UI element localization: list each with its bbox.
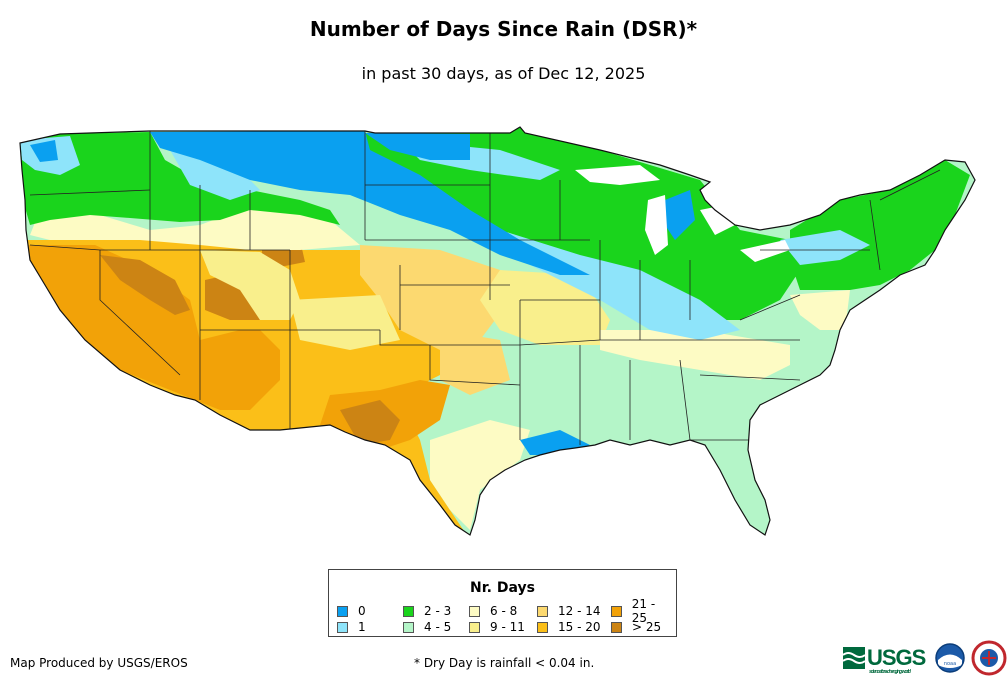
legend-swatch-6-8 [469, 605, 480, 617]
legend-item-21-25: 21 - 25 [611, 597, 673, 625]
noaa-logo: noaa [935, 643, 966, 673]
legend-item-2-3: 2 - 3 [403, 603, 451, 619]
region-6-8-days-southeast [600, 330, 790, 380]
region-1-day-montana [170, 150, 260, 200]
legend-label-9-11: 9 - 11 [490, 620, 525, 634]
legend-item-9-11: 9 - 11 [469, 619, 525, 635]
legend-swatch-over-25 [611, 621, 622, 633]
nws-logo [971, 640, 1007, 676]
legend-box: Nr. Days 0 1 2 - 3 4 - 5 [328, 569, 677, 637]
legend-item-1: 1 [337, 619, 366, 635]
legend-item-12-14: 12 - 14 [537, 603, 601, 619]
legend-swatch-4-5 [403, 621, 414, 633]
usgs-logo: USGS science for a changing world [843, 645, 926, 675]
region-12-14-days-plains [360, 245, 510, 350]
legend-swatch-21-25 [611, 605, 622, 617]
legend-swatch-12-14 [537, 605, 548, 617]
lake-michigan [645, 195, 668, 255]
region-9-11-days-colorado [200, 250, 300, 320]
legend-label-12-14: 12 - 14 [558, 604, 601, 618]
lake-superior [575, 165, 660, 185]
legend-label-0: 0 [358, 604, 366, 618]
region-1-day-corridor [500, 230, 740, 340]
agency-logos: USGS science for a changing world noaa [843, 640, 1007, 676]
region-0-days-pacific-nw [30, 140, 58, 162]
legend-label-6-8: 6 - 8 [490, 604, 518, 618]
region-0-days-north-dakota [365, 133, 470, 160]
legend-label-over-25: > 25 [632, 620, 662, 634]
legend-item-6-8: 6 - 8 [469, 603, 525, 619]
lake-erie [740, 240, 790, 262]
legend-label-15-20: 15 - 20 [558, 620, 601, 634]
dry-day-footnote: * Dry Day is rainfall < 0.04 in. [414, 656, 595, 670]
region-0-days-lake-michigan-shore [665, 190, 695, 240]
dsr-color-regions [20, 127, 975, 535]
region-1-day-newyork [780, 230, 870, 265]
legend-label-1: 1 [358, 620, 366, 634]
legend-label-4-5: 4 - 5 [424, 620, 452, 634]
legend-item-0: 0 [337, 603, 366, 619]
region-over-25-days-westtexas [340, 400, 400, 445]
legend-item-4-5: 4 - 5 [403, 619, 451, 635]
usgs-wordmark: USGS [867, 645, 926, 670]
legend-label-2-3: 2 - 3 [424, 604, 452, 618]
usgs-tagline: science for a changing world [869, 669, 911, 675]
legend-item-15-20: 15 - 20 [537, 619, 601, 635]
region-2-3-days-midwest [365, 128, 800, 320]
legend-item-over-25: > 25 [611, 619, 673, 635]
region-6-8-days-texas-coast [430, 420, 530, 530]
region-2-3-days-northwest [20, 132, 340, 225]
region-21-25-days [20, 245, 280, 410]
region-6-8-days-north [30, 205, 360, 250]
legend-label-21-25: 21 - 25 [631, 597, 656, 625]
state-boundaries [29, 131, 941, 445]
legend-swatch-9-11 [469, 621, 480, 633]
region-6-8-days-midatlantic [790, 290, 850, 330]
map-title: Number of Days Since Rain (DSR)* [309, 17, 698, 41]
region-12-14-days-oklahoma [440, 330, 510, 395]
legend-swatch-2-3 [403, 605, 414, 617]
region-over-25-days-nevada [100, 255, 190, 315]
legend-swatch-1 [337, 621, 348, 633]
legend-swatch-0 [337, 605, 348, 617]
legend-swatch-15-20 [537, 621, 548, 633]
map-credit: Map Produced by USGS/EROS [10, 656, 188, 670]
region-0-days-northern-plains [150, 131, 590, 275]
region-9-11-days-midwest [290, 295, 400, 350]
legend-title: Nr. Days [470, 580, 535, 596]
usgs-wave-icon [843, 647, 865, 669]
map-subtitle: in past 30 days, as of Dec 12, 2025 [361, 64, 646, 83]
region-2-3-days-northeast [790, 160, 970, 290]
noaa-wordmark: noaa [944, 661, 956, 667]
